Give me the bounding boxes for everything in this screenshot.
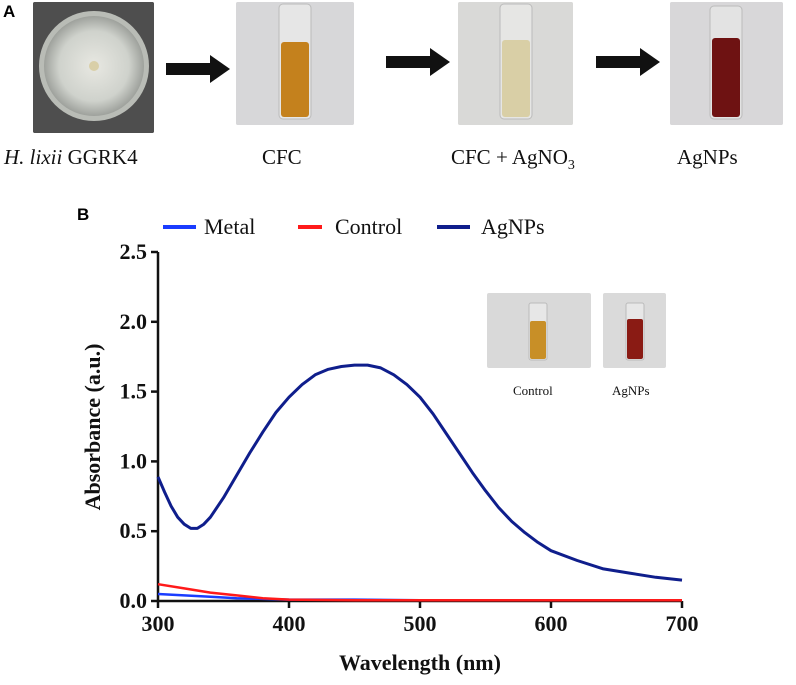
caption-agnps-text: AgNPs: [677, 145, 738, 169]
agnps-tube-photo: [670, 2, 783, 125]
x-tick-label-1: 400: [273, 611, 306, 636]
panel-a-label: A: [3, 2, 16, 21]
cfc-agno3-tube-photo: [458, 2, 573, 125]
x-axis-label: Wavelength (nm): [339, 650, 501, 675]
y-tick-label-0: 0.0: [120, 588, 148, 613]
caption-cfc-agno3-text: CFC + AgNO: [451, 145, 568, 169]
petri-dish-graphic: [33, 2, 154, 133]
y-tick-label-3: 1.5: [120, 379, 148, 404]
arrow-icon-1: [166, 55, 230, 83]
cfc-tube-photo: [236, 2, 354, 125]
legend: Metal Control AgNPs: [163, 214, 545, 239]
arrow-icon-2: [386, 48, 450, 76]
series-line-control: [157, 582, 682, 602]
series-line-agnps: [156, 363, 683, 582]
x-tick-label-0: 300: [142, 611, 175, 636]
inset-label-control: Control: [513, 383, 553, 398]
arrow-icon-3: [596, 48, 660, 76]
x-tick-label-2: 500: [404, 611, 437, 636]
inset-label-agnps: AgNPs: [612, 383, 650, 398]
petri-dish-photo: [33, 2, 154, 133]
inset-control-graphic: [487, 293, 591, 368]
cfc-tube-graphic: [236, 2, 354, 125]
y-axis-label: Absorbance (a.u.): [80, 344, 105, 511]
series-line-metal: [157, 592, 682, 602]
x-tick-label-3: 600: [535, 611, 568, 636]
y-tick-label-1: 0.5: [120, 518, 148, 543]
cfc-agno3-tube-graphic: [458, 2, 573, 125]
inset-agnps-graphic: [603, 293, 666, 368]
y-tick-label-2: 1.0: [120, 448, 148, 473]
inset-agnps-photo: [603, 293, 666, 368]
caption-fungus-species: H. lixii: [4, 145, 63, 169]
caption-cfc: CFC: [262, 145, 302, 170]
caption-cfc-agno3-sub: 3: [567, 158, 575, 174]
legend-label-metal: Metal: [204, 214, 255, 239]
caption-cfc-text: CFC: [262, 145, 302, 169]
caption-agnps: AgNPs: [677, 145, 738, 170]
caption-cfc-agno3: CFC + AgNO3: [451, 145, 575, 174]
legend-label-agnps: AgNPs: [481, 214, 545, 239]
caption-fungus-strain: GGRK4: [62, 145, 138, 169]
legend-label-control: Control: [335, 214, 402, 239]
x-tick-label-4: 700: [666, 611, 699, 636]
panel-b-label: B: [77, 205, 90, 224]
y-tick-label-5: 2.5: [120, 239, 148, 264]
y-tick-label-4: 2.0: [120, 309, 148, 334]
agnps-tube-graphic: [670, 2, 783, 125]
inset-control-photo: [487, 293, 591, 368]
caption-fungus: H. lixii GGRK4: [4, 145, 138, 170]
